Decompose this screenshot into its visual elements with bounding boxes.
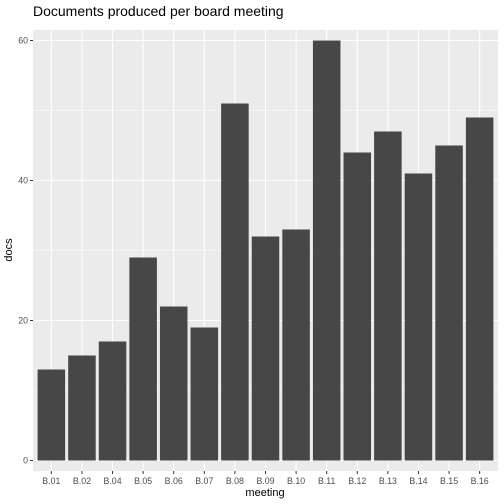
x-tick-label: B.14: [409, 476, 427, 486]
bar-b15: [435, 145, 463, 461]
bar-b13: [374, 131, 402, 461]
bar-b04: [98, 341, 127, 461]
bar-b07: [190, 327, 219, 461]
x-tick-label: B.16: [471, 476, 489, 486]
x-axis: B.01 B.02 B.04 B.05 B.06 B.07 B.08 B.09 B.10 B.11…: [42, 471, 489, 486]
bar-b11: [312, 40, 341, 461]
x-tick-label: B.06: [165, 476, 183, 486]
y-tick-label: 0: [23, 456, 28, 466]
x-axis-title: meeting: [245, 487, 284, 499]
bar-b14: [404, 173, 433, 461]
bar-b06: [159, 306, 188, 461]
y-axis: 0 20 40 60: [18, 36, 33, 466]
bar-b05: [129, 257, 157, 461]
bar-b08: [221, 103, 249, 461]
x-tick-label: B.11: [318, 476, 336, 486]
bar-b10: [282, 229, 310, 461]
x-tick-label: B.10: [287, 476, 305, 486]
x-tick-label: B.12: [348, 476, 366, 486]
y-tick-label: 20: [18, 316, 28, 326]
bar-b02: [68, 355, 96, 461]
x-tick-label: B.02: [73, 476, 91, 486]
x-tick-label: B.07: [195, 476, 213, 486]
x-tick-label: B.15: [440, 476, 458, 486]
x-tick-label: B.08: [226, 476, 244, 486]
x-tick-label: B.01: [42, 476, 60, 486]
y-axis-title: docs: [3, 238, 15, 262]
bar-b12: [343, 152, 372, 461]
x-tick-label: B.13: [379, 476, 397, 486]
y-tick-label: 40: [18, 176, 28, 186]
bars: [37, 40, 494, 461]
y-tick-label: 60: [18, 36, 28, 46]
x-tick-label: B.09: [256, 476, 274, 486]
bar-b16: [465, 117, 494, 461]
bar-b09: [251, 236, 280, 461]
bar-b01: [37, 369, 66, 461]
x-tick-label: B.05: [134, 476, 152, 486]
chart-title: Documents produced per board meeting: [33, 3, 284, 19]
x-tick-label: B.04: [103, 476, 121, 486]
